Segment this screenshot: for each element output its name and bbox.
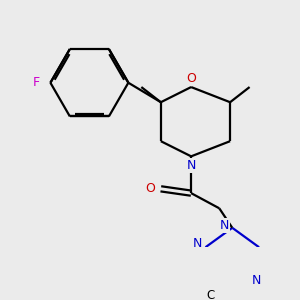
- Text: N: N: [186, 159, 196, 172]
- Text: O: O: [186, 72, 196, 85]
- Text: C: C: [207, 289, 215, 300]
- Text: N: N: [193, 237, 202, 250]
- Text: F: F: [33, 76, 40, 89]
- Text: O: O: [145, 182, 155, 195]
- Text: N: N: [220, 219, 229, 232]
- Text: N: N: [252, 274, 261, 287]
